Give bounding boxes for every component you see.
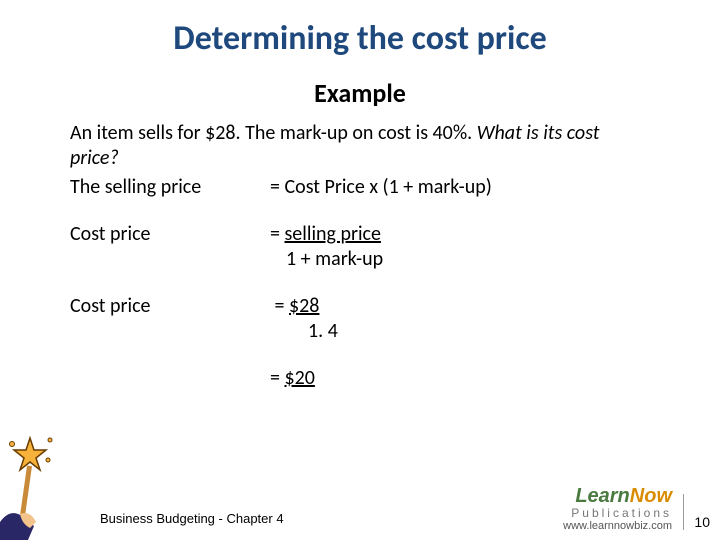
formula-row-costprice-2: Cost price = $28 1. 4: [70, 294, 650, 344]
label-cost-price-2: Cost price: [70, 294, 270, 344]
page-number: 10: [683, 494, 710, 530]
chapter-label: Business Budgeting - Chapter 4: [100, 511, 284, 526]
formula-row-selling: The selling price = Cost Price x (1 + ma…: [70, 175, 650, 200]
fraction-top-2: $28: [289, 294, 319, 318]
label-cost-price-1: Cost price: [70, 222, 270, 272]
slide-title: Determining the cost price: [0, 18, 720, 59]
logo-now: Now: [630, 485, 672, 507]
logo-subtext: Publications: [563, 506, 672, 520]
problem-text: An item sells for $28. The mark-up on co…: [70, 121, 477, 145]
publisher-logo: LearnNow Publications www.learnnowbiz.co…: [563, 485, 672, 532]
expr-selling-price: = Cost Price x (1 + mark-up): [270, 175, 650, 200]
logo-learn: Learn: [575, 485, 629, 507]
slide-body: An item sells for $28. The mark-up on co…: [70, 121, 650, 391]
logo-url: www.learnnowbiz.com: [563, 520, 672, 532]
fraction-bottom-1: 1 + mark-up: [270, 247, 650, 272]
wand-icon: [0, 430, 70, 540]
formula-row-costprice-1: Cost price = selling price 1 + mark-up: [70, 222, 650, 272]
example-heading: Example: [0, 77, 720, 109]
problem-statement: An item sells for $28. The mark-up on co…: [70, 121, 650, 171]
result-value: $20: [284, 366, 314, 390]
result-row: = $20: [70, 366, 650, 391]
fraction-bottom-2: 1. 4: [270, 319, 650, 344]
fraction-top-1: selling price: [284, 222, 380, 246]
logo-wordmark: LearnNow: [563, 485, 672, 508]
expr-cost-price-1: = selling price 1 + mark-up: [270, 222, 650, 272]
label-selling-price: The selling price: [70, 175, 270, 200]
expr-cost-price-2: = $28 1. 4: [270, 294, 650, 344]
slide-footer: Business Budgeting - Chapter 4 LearnNow …: [0, 490, 720, 540]
